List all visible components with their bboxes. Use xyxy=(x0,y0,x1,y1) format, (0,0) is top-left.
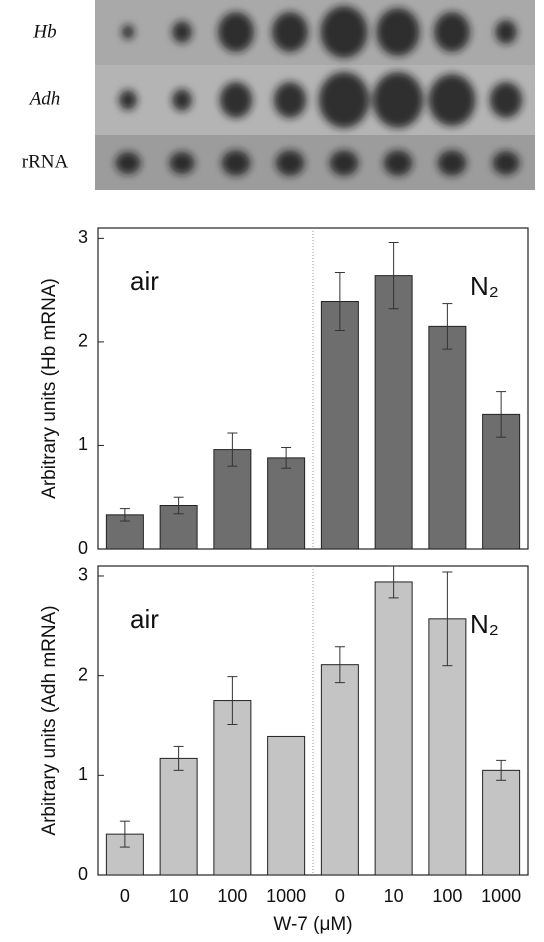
blot-band xyxy=(384,150,413,176)
bar xyxy=(429,326,466,549)
bar xyxy=(268,736,305,875)
x-tick-label: 100 xyxy=(432,886,462,906)
blot-band xyxy=(119,90,137,110)
blot-band xyxy=(319,72,369,128)
bar xyxy=(214,701,251,875)
y-axis-label: Arbitrary units (Adh mRNA) xyxy=(39,605,60,835)
blot-band xyxy=(122,25,135,39)
blot-band xyxy=(220,82,252,118)
blot-band xyxy=(438,150,467,176)
blot-band xyxy=(490,82,522,118)
y-tick-label: 3 xyxy=(78,227,88,247)
x-tick-label: 1000 xyxy=(481,886,521,906)
blot-band xyxy=(434,12,470,52)
y-tick-label: 0 xyxy=(78,864,88,884)
bar xyxy=(160,758,197,875)
blot-label: rRNA xyxy=(22,151,69,172)
annotation: air xyxy=(130,604,159,634)
x-tick-label: 10 xyxy=(169,886,189,906)
x-tick-label: 0 xyxy=(120,886,130,906)
bar xyxy=(375,276,412,549)
blot-band xyxy=(169,152,194,174)
y-tick-label: 1 xyxy=(78,434,88,454)
x-tick-label: 1000 xyxy=(266,886,306,906)
blot-band xyxy=(373,72,423,128)
blot-band xyxy=(276,150,305,176)
blot-band xyxy=(330,150,359,176)
bar xyxy=(375,582,412,875)
blot-band xyxy=(115,152,140,174)
bar xyxy=(321,302,358,549)
blot-band xyxy=(321,6,368,58)
blot-band xyxy=(172,21,192,43)
y-tick-label: 1 xyxy=(78,764,88,784)
blot-band xyxy=(495,20,517,44)
annotation: air xyxy=(130,266,159,296)
x-tick-label: 0 xyxy=(335,886,345,906)
figure: Hb Adh rRNA 0 1 2 3 Arbitrary units (Hb mRNA… xyxy=(0,0,544,937)
blot-label: Adh xyxy=(28,88,61,109)
bar xyxy=(321,665,358,875)
y-tick-label: 3 xyxy=(78,565,88,585)
y-tick-label: 2 xyxy=(78,664,88,684)
blot-band xyxy=(272,12,308,52)
blot-band xyxy=(429,74,476,126)
x-axis-label: W-7 (μM) xyxy=(273,914,352,935)
y-tick-label: 0 xyxy=(78,538,88,558)
y-axis-label: Arbitrary units (Hb mRNA) xyxy=(39,278,60,499)
blot-band xyxy=(274,82,306,118)
bar xyxy=(268,458,305,549)
y-tick-label: 2 xyxy=(78,331,88,351)
blot-band xyxy=(222,150,251,176)
annotation: N₂ xyxy=(470,609,499,639)
blot-band xyxy=(172,89,192,111)
blot-band xyxy=(376,8,419,56)
blot-row-bg xyxy=(95,135,535,190)
blot-label: Hb xyxy=(32,21,56,42)
bar xyxy=(483,770,520,875)
blot-band xyxy=(493,151,520,175)
x-tick-label: 100 xyxy=(217,886,247,906)
blot-band xyxy=(218,12,254,52)
x-tick-label: 10 xyxy=(384,886,404,906)
annotation: N₂ xyxy=(470,271,499,301)
